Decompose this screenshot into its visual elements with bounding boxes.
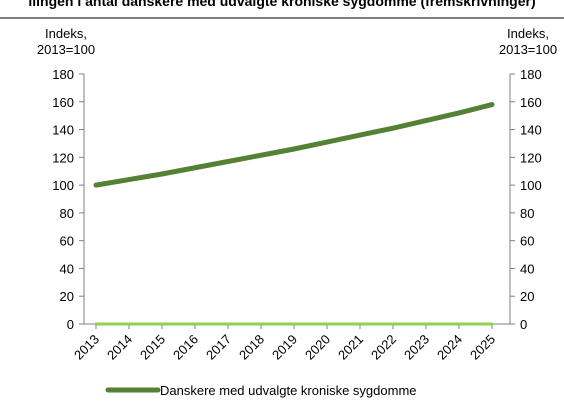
right-y-tick-label: 160 (520, 95, 542, 110)
series-layer (93, 102, 495, 326)
right-y-tick-label: 20 (520, 289, 534, 304)
x-tick-label: 2025 (467, 332, 498, 363)
left-y-tick-label: 160 (52, 95, 74, 110)
x-tick-label: 2017 (203, 332, 234, 363)
left-y-tick-label: 40 (60, 261, 74, 276)
series-line-chronic-diseases (93, 102, 495, 188)
right-y-tick-label: 0 (520, 317, 527, 332)
right-y-tick-label: 100 (520, 178, 542, 193)
x-tick-label: 2016 (170, 332, 201, 363)
left-axis-title-line-1: Indeks, (45, 26, 87, 41)
left-axis-title: Indeks, 2013=100 (37, 26, 95, 57)
right-axis-title-line-2: 2013=100 (499, 42, 557, 57)
right-axis-title-line-1: Indeks, (507, 26, 549, 41)
right-y-tick-label: 80 (520, 206, 534, 221)
axes-layer: 0 0 20 20 40 40 60 60 80 80 100 100 120 120 140 140 160 1… (52, 67, 541, 332)
right-y-tick-label: 60 (520, 234, 534, 249)
left-y-tick-label: 20 (60, 289, 74, 304)
x-tick-label: 2015 (137, 332, 168, 363)
right-y-tick-label: 40 (520, 261, 534, 276)
caption-layer: llingen i antal danskere med udvalgte kr… (0, 0, 564, 19)
x-tick-label: 2023 (401, 332, 432, 363)
x-tick-label: 2024 (434, 332, 465, 363)
x-tick-label: 2014 (104, 332, 135, 363)
legend: Danskere med udvalgte kroniske sygdomme (105, 383, 417, 398)
x-tick-label: 2019 (269, 332, 300, 363)
left-y-tick-label: 140 (52, 123, 74, 138)
right-y-tick-label: 180 (520, 67, 542, 82)
legend-label: Danskere med udvalgte kroniske sygdomme (160, 383, 417, 398)
left-axis-title-line-2: 2013=100 (37, 42, 95, 57)
left-y-tick-label: 100 (52, 178, 74, 193)
right-y-tick-label: 140 (520, 123, 542, 138)
x-tick-label: 2022 (368, 332, 399, 363)
left-y-tick-label: 0 (67, 317, 74, 332)
right-axis-title: Indeks, 2013=100 (499, 26, 557, 57)
top-caption: llingen i antal danskere med udvalgte kr… (28, 0, 535, 9)
left-y-tick-label: 180 (52, 67, 74, 82)
x-tick-label: 2018 (236, 332, 267, 363)
left-y-tick-label: 60 (60, 234, 74, 249)
left-y-tick-label: 80 (60, 206, 74, 221)
x-tick-label: 2020 (302, 332, 333, 363)
x-tick-label: 2013 (71, 332, 102, 363)
x-tick-labels: 2013 2014 2015 2016 2017 2018 2019 2020 2021 2022… (71, 332, 498, 363)
x-tick-label: 2021 (335, 332, 366, 363)
left-y-tick-label: 120 (52, 150, 74, 165)
right-y-tick-label: 120 (520, 150, 542, 165)
